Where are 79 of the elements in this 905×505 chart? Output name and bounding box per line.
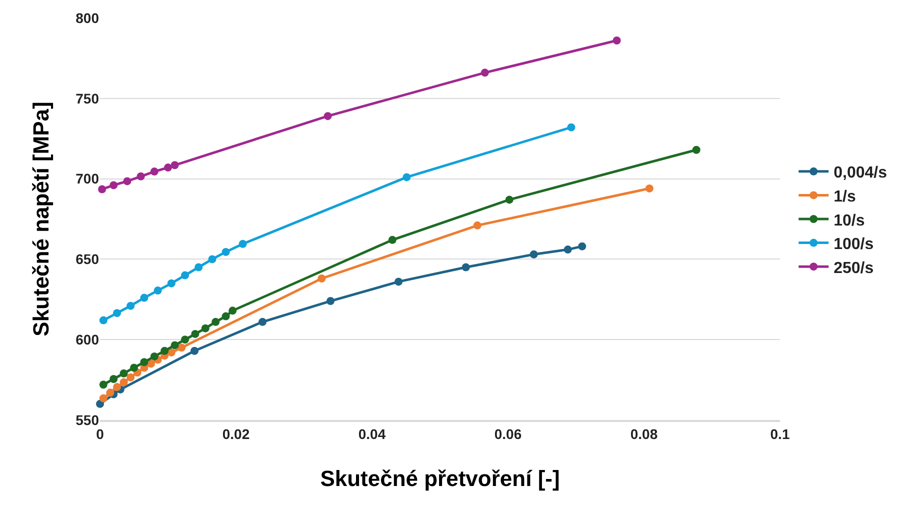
point <box>110 375 118 383</box>
point <box>167 279 176 288</box>
point <box>473 221 482 230</box>
y-axis-title: Skutečné napětí [MPa] <box>28 102 54 336</box>
point <box>578 242 586 250</box>
x-tick-label: 0.02 <box>222 426 250 442</box>
point <box>238 240 247 248</box>
point <box>612 36 621 45</box>
point <box>99 316 108 324</box>
point <box>645 184 654 192</box>
point <box>164 164 172 172</box>
x-tick-label: 0.04 <box>358 426 386 442</box>
point <box>228 306 237 315</box>
x-axis-title: Skutečné přetvoření [-] <box>320 466 560 492</box>
y-tick-label: 650 <box>76 251 100 268</box>
point <box>99 394 108 402</box>
point <box>106 388 114 397</box>
point <box>181 336 189 344</box>
point <box>113 383 121 392</box>
point <box>324 112 332 120</box>
point <box>326 297 335 306</box>
point <box>126 373 135 382</box>
point <box>140 358 148 366</box>
legend-label: 10/s <box>834 212 865 230</box>
point <box>564 246 572 254</box>
point <box>110 181 118 190</box>
x-tick-label: 0.06 <box>494 426 522 442</box>
point <box>126 302 135 310</box>
point <box>113 309 121 318</box>
point <box>208 255 216 264</box>
point <box>191 330 200 338</box>
point <box>402 173 411 182</box>
point <box>120 378 128 386</box>
point <box>167 348 176 356</box>
point <box>318 274 326 282</box>
point <box>462 263 470 272</box>
point <box>150 352 158 360</box>
point <box>201 324 210 332</box>
point <box>258 318 267 326</box>
point <box>150 168 158 176</box>
point <box>530 250 538 258</box>
point <box>140 294 148 302</box>
point <box>181 271 189 280</box>
legend-label: 0,004/s <box>834 164 888 182</box>
legend-label: 250/s <box>834 260 874 277</box>
point <box>194 263 203 272</box>
point <box>96 400 104 408</box>
point <box>222 248 230 256</box>
point <box>222 312 230 320</box>
point <box>178 344 186 352</box>
point <box>480 68 489 77</box>
y-tick-label: 550 <box>76 412 100 428</box>
point <box>692 146 700 154</box>
point <box>394 278 403 286</box>
point <box>98 185 106 194</box>
point <box>160 346 169 355</box>
point <box>212 318 220 326</box>
x-tick-label: 0.08 <box>630 426 658 442</box>
point <box>505 196 514 204</box>
legend-label: 100/s <box>834 236 874 254</box>
point <box>170 161 179 170</box>
point <box>567 123 576 132</box>
point <box>388 236 396 244</box>
point <box>154 286 162 295</box>
legend-label: 1/s <box>834 188 856 206</box>
point <box>136 172 145 180</box>
point <box>123 177 132 186</box>
point <box>120 369 128 378</box>
point <box>147 360 155 368</box>
y-tick-label: 600 <box>76 332 100 348</box>
point <box>190 346 199 355</box>
x-tick-label: 0.1 <box>770 426 790 442</box>
point <box>99 380 108 389</box>
point <box>130 364 138 372</box>
y-tick-label: 800 <box>76 10 100 26</box>
y-tick-label: 750 <box>76 90 100 106</box>
point <box>170 341 179 350</box>
x-tick-label: 0 <box>96 426 104 442</box>
y-tick-label: 700 <box>76 170 100 187</box>
